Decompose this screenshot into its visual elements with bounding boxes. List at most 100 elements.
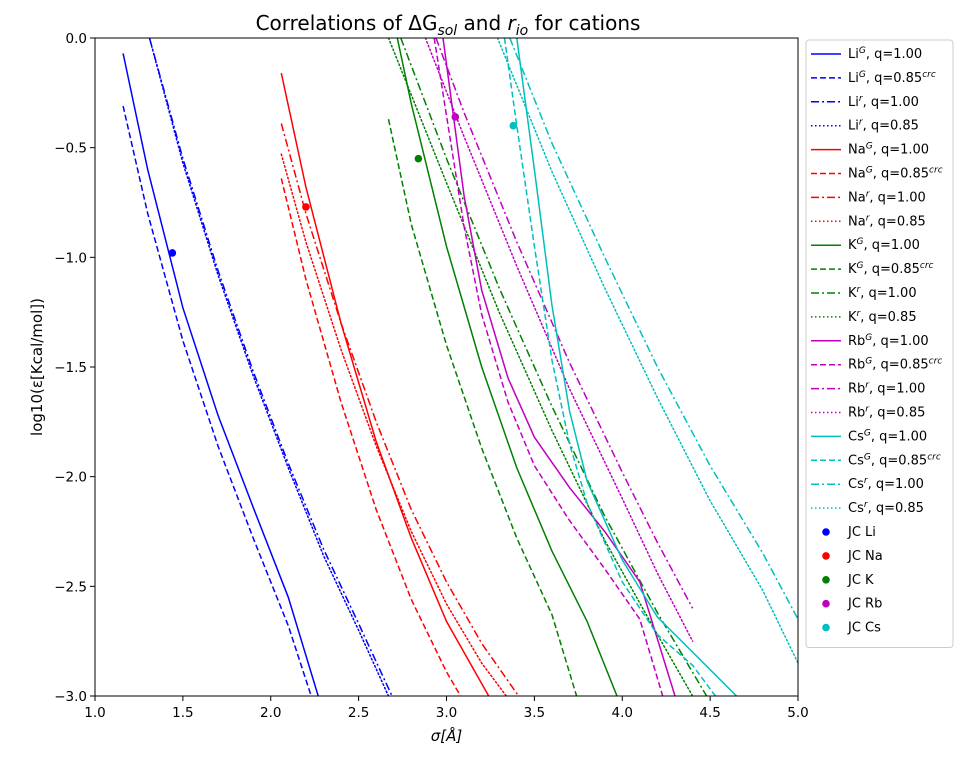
legend-label-part: , q=1.00 bbox=[864, 238, 920, 253]
legend-label: Lir, q=0.85 bbox=[848, 118, 919, 134]
legend-label: LiG, q=1.00 bbox=[848, 46, 922, 62]
legend-label-part: , q=0.85 bbox=[872, 358, 928, 373]
legend-label-part: Li bbox=[848, 119, 859, 134]
legend-marker bbox=[822, 576, 830, 584]
legend-label-part: , q=1.00 bbox=[868, 477, 924, 492]
legend-label-part: , q=1.00 bbox=[860, 286, 916, 301]
legend-label-part: K bbox=[848, 286, 857, 301]
legend-label: Kr, q=1.00 bbox=[848, 285, 917, 301]
legend-label-part: Cs bbox=[848, 477, 864, 492]
legend-label-part: JC Cs bbox=[847, 621, 881, 636]
legend-label-part: crc bbox=[920, 261, 934, 271]
legend-label: RbG, q=0.85crc bbox=[848, 357, 942, 373]
legend-label-part: r bbox=[864, 476, 869, 486]
legend-label: NaG, q=1.00 bbox=[848, 142, 929, 158]
series-line-2 bbox=[148, 38, 393, 696]
x-axis: 1.0 1.5 2.0 2.5 3.0 3.5 4.0 4.5 5.0 bbox=[84, 696, 809, 721]
series-line-12 bbox=[442, 38, 676, 696]
legend-label-part: G bbox=[865, 333, 872, 343]
legend-label-part: , q=0.85 bbox=[866, 71, 922, 86]
series-line-5 bbox=[280, 178, 462, 696]
legend-label-part: G bbox=[859, 46, 866, 56]
x-tick-label: 1.0 bbox=[84, 705, 105, 721]
scatter-point-0 bbox=[168, 249, 177, 257]
y-tick-label: −1.5 bbox=[54, 360, 87, 376]
legend-label: Kr, q=0.85 bbox=[848, 309, 917, 325]
legend-label: Csr, q=0.85 bbox=[848, 500, 924, 516]
legend-label-part: , q=1.00 bbox=[873, 143, 929, 158]
legend-label-part: Cs bbox=[848, 453, 864, 468]
legend-label-part: K bbox=[848, 238, 857, 253]
y-tick-label: −0.5 bbox=[54, 141, 87, 157]
legend-label-part: crc bbox=[922, 70, 936, 80]
scatter-point-4 bbox=[509, 121, 518, 130]
legend-label: CsG, q=0.85crc bbox=[848, 452, 941, 468]
legend-label-part: Na bbox=[848, 143, 866, 158]
series-line-11 bbox=[387, 38, 694, 696]
legend-label-part: , q=0.85 bbox=[869, 406, 925, 421]
legend-label-part: , q=0.85 bbox=[873, 167, 929, 182]
series-line-10 bbox=[400, 38, 708, 696]
legend-label-part: Na bbox=[848, 190, 866, 205]
legend-label: Lir, q=1.00 bbox=[848, 94, 919, 110]
series-line-13 bbox=[433, 38, 664, 696]
legend-label: Rbr, q=0.85 bbox=[848, 405, 925, 421]
legend-box bbox=[805, 39, 954, 648]
series-line-6 bbox=[280, 123, 520, 696]
legend-label-part: G bbox=[865, 357, 872, 367]
series-line-0 bbox=[122, 53, 319, 696]
legend-label-part: G bbox=[857, 237, 864, 247]
series-line-18 bbox=[509, 38, 798, 620]
legend-label-part: G bbox=[866, 142, 873, 152]
x-axis-label: σ[Å] bbox=[431, 726, 463, 745]
x-tick-label: 4.0 bbox=[612, 705, 633, 721]
legend-label: CsG, q=1.00 bbox=[848, 428, 927, 444]
legend-label-part: , q=0.85 bbox=[871, 453, 927, 468]
x-tick-label: 2.5 bbox=[348, 705, 369, 721]
legend-label-part: G bbox=[864, 428, 871, 438]
legend-label: JC Na bbox=[847, 549, 883, 564]
legend-label-part: , q=0.85 bbox=[869, 214, 925, 229]
y-tick-label: −2.0 bbox=[54, 470, 87, 486]
legend-label-part: , q=1.00 bbox=[863, 95, 919, 110]
legend-label-part: r bbox=[866, 189, 871, 199]
x-tick-label: 3.0 bbox=[436, 705, 457, 721]
legend-label-part: JC Rb bbox=[847, 597, 882, 612]
legend-label-part: JC Na bbox=[847, 549, 883, 564]
series-line-8 bbox=[396, 38, 618, 696]
legend-label-part: crc bbox=[927, 452, 941, 462]
series-layer bbox=[122, 38, 798, 696]
legend-label-part: JC Li bbox=[847, 525, 876, 540]
series-line-3 bbox=[148, 38, 390, 696]
legend-label: KG, q=0.85crc bbox=[848, 261, 934, 277]
x-tick-label: 1.5 bbox=[172, 705, 193, 721]
x-tick-label: 3.5 bbox=[524, 705, 545, 721]
legend-label-part: , q=1.00 bbox=[872, 334, 928, 349]
legend-label-part: Na bbox=[848, 167, 866, 182]
series-line-1 bbox=[122, 105, 312, 696]
legend-label: LiG, q=0.85crc bbox=[848, 70, 936, 86]
legend-label: NaG, q=0.85crc bbox=[848, 166, 943, 182]
legend-label-part: , q=0.85 bbox=[868, 501, 924, 516]
legend-label-part: JC K bbox=[847, 573, 874, 588]
scatter-point-2 bbox=[414, 154, 423, 163]
legend-label-part: Cs bbox=[848, 429, 864, 444]
legend-label-part: r bbox=[857, 285, 862, 295]
legend-label-part: G bbox=[859, 70, 866, 80]
legend-label: JC Rb bbox=[847, 597, 882, 612]
legend-label-part: Rb bbox=[848, 382, 865, 397]
legend-label: KG, q=1.00 bbox=[848, 237, 920, 253]
legend-label-part: G bbox=[857, 261, 864, 271]
y-axis-label: log10(ε[Kcal/mol]) bbox=[28, 298, 46, 436]
scatter-layer bbox=[168, 113, 518, 257]
legend-label-part: Na bbox=[848, 214, 866, 229]
series-line-17 bbox=[503, 38, 717, 696]
legend-marker bbox=[822, 599, 830, 608]
series-line-14 bbox=[435, 38, 694, 609]
legend-label-part: r bbox=[859, 118, 864, 128]
x-tick-label: 2.0 bbox=[260, 705, 281, 721]
legend-label-part: Li bbox=[848, 71, 859, 86]
series-line-16 bbox=[516, 38, 738, 696]
series-line-4 bbox=[280, 72, 490, 696]
